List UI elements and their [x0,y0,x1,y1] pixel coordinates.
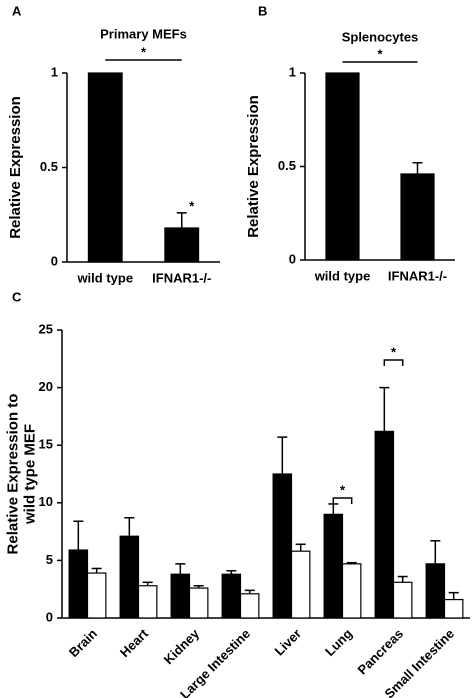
x-tick-label: wild type [76,270,133,285]
bar [443,598,464,619]
bar [87,72,123,263]
bar [164,227,200,263]
y-tick-label: 1 [51,64,58,79]
significance-bracket [383,359,404,366]
y-axis-label: Relative Expression [7,96,24,239]
y-tick-label: 20 [39,379,53,394]
bar [290,550,311,619]
significance-star: * [391,344,397,359]
bar [341,563,362,619]
y-tick-label: 1 [289,64,296,79]
y-tick-label: 0 [51,253,58,268]
x-tick-label: IFNAR1-/- [388,268,447,283]
y-tick-label: 15 [39,437,53,452]
bar [272,473,293,619]
panel-label: A [12,3,22,18]
bar [325,72,360,261]
bar [374,430,395,619]
y-tick-label: 10 [39,494,53,509]
significance-star: * [141,44,147,59]
panel-label: C [12,289,22,304]
panel-label: B [258,3,267,18]
significance-star: * [377,46,383,61]
significance-bracket [332,497,353,504]
bar [119,535,140,619]
chart-title: Splenocytes [342,29,419,44]
y-tick-label: 0 [46,609,53,624]
bar [137,585,158,619]
y-tick-label: 0.5 [278,158,296,173]
bar [221,573,242,619]
x-tick-label: Lung [322,626,355,659]
x-tick-label: wild type [314,268,371,283]
bar [188,587,209,619]
y-tick-label: 25 [39,321,53,336]
significance-star: * [189,198,195,213]
x-tick-label: Heart [117,625,152,660]
significance-star: * [340,482,346,497]
x-tick-label: Brain [66,626,100,660]
bar [392,581,413,619]
bar [86,572,107,619]
y-axis-label: wild type MEF [21,424,38,525]
x-tick-label: Liver [271,626,304,659]
x-tick-label: IFNAR1-/- [152,270,211,285]
x-tick-label: Pancreas [355,626,406,677]
bar [170,573,191,619]
y-axis-label: Relative Expression to [4,394,21,555]
bar [323,513,344,619]
bar [68,549,89,619]
y-axis-label: Relative Expression [245,95,262,238]
y-tick-label: 0 [289,251,296,266]
bar [400,173,435,261]
bar [239,593,260,619]
y-tick-label: 0.5 [40,159,58,174]
x-tick-label: Kidney [161,625,203,667]
y-tick-label: 5 [46,552,53,567]
chart-title: Primary MEFs [100,26,187,41]
bar [425,563,446,619]
